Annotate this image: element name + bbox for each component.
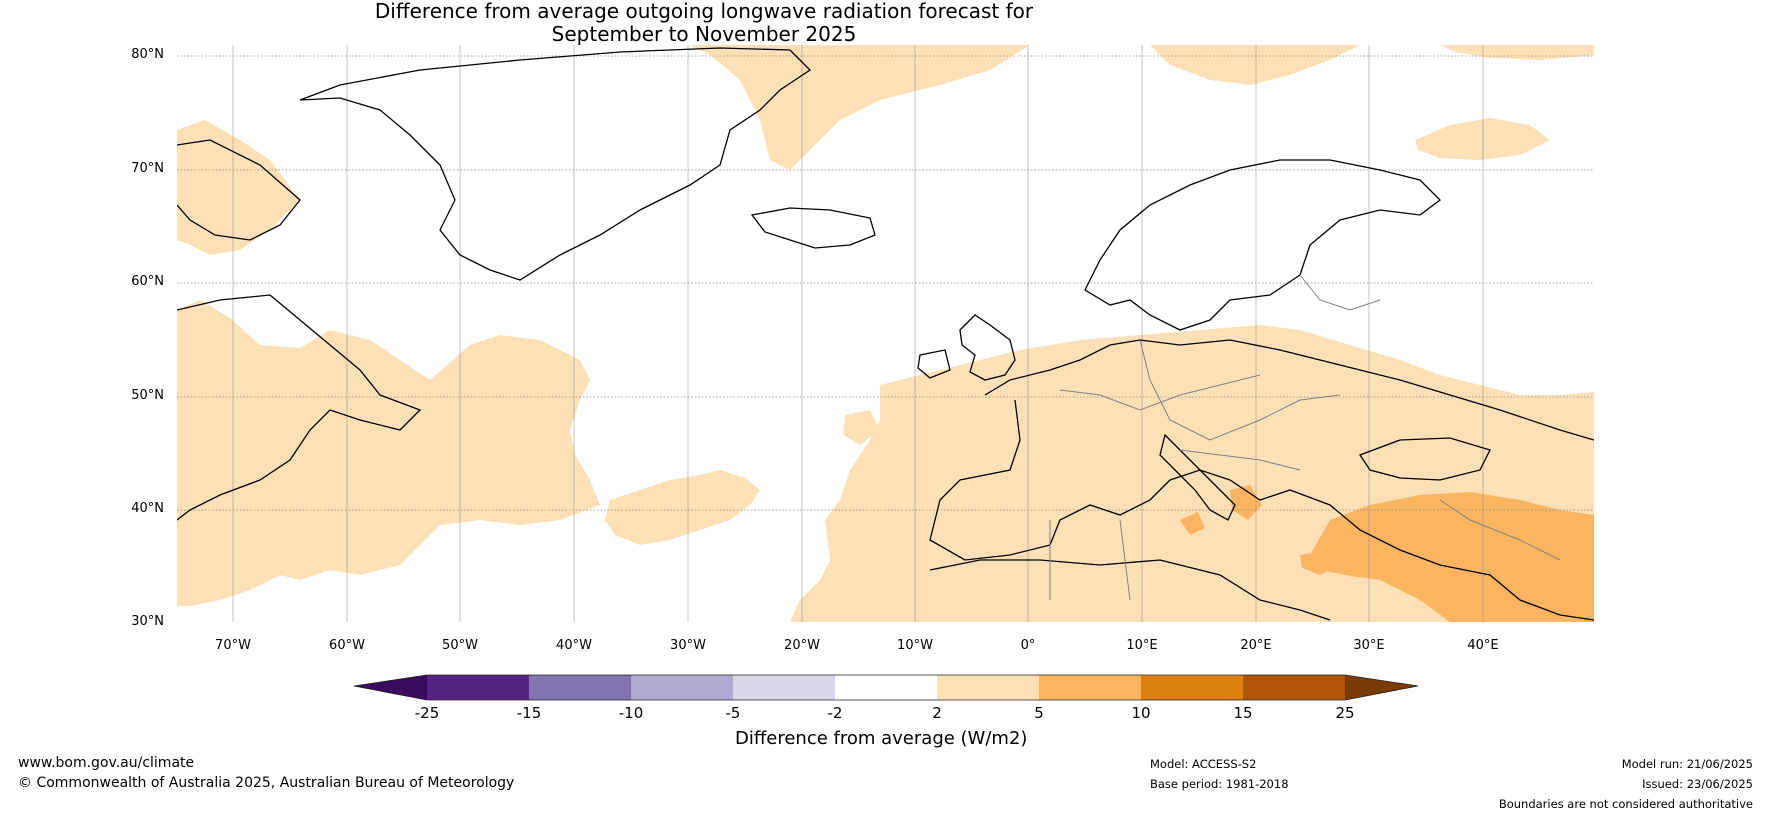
lon-label: 10°W [897, 638, 933, 653]
map-title-line1: Difference from average outgoing longwav… [374, 0, 1034, 23]
country-borders [1049, 274, 1561, 601]
colorbar-tick: 5 [1034, 704, 1044, 722]
lon-label: 10°E [1126, 638, 1158, 653]
map-title-line2: September to November 2025 [551, 22, 857, 46]
footer-base-period: Base period: 1981-2018 [1150, 777, 1289, 791]
colorbar-segment [937, 675, 1039, 700]
colorbar-segment [1039, 675, 1141, 700]
colorbar-tick: 2 [932, 704, 942, 722]
lon-label: 60°W [329, 638, 365, 653]
lon-label: 20°W [784, 638, 820, 653]
colorbar-tick: -2 [827, 704, 843, 722]
colorbar-tick: -10 [618, 704, 644, 722]
lat-label: 70°N [131, 161, 164, 176]
colorbar-segment [529, 675, 631, 700]
map-title: Difference from average outgoing longwav… [0, 0, 1408, 46]
colorbar-tick: -15 [516, 704, 542, 722]
lon-label: 20°E [1240, 638, 1272, 653]
lat-label: 60°N [131, 274, 164, 289]
footer-model-run: Model run: 21/06/2025 [1621, 757, 1753, 771]
lon-label: 30°E [1353, 638, 1385, 653]
colorbar-tick: 25 [1335, 704, 1355, 722]
lon-label: 40°W [556, 638, 592, 653]
colorbar-extend-high [1345, 675, 1418, 700]
colorbar-title-text: Difference from average (W/m2) [735, 728, 1028, 749]
colorbar-tick: 15 [1233, 704, 1253, 722]
lon-label: 70°W [215, 638, 251, 653]
colorbar-segment [733, 675, 835, 700]
footer-copyright: © Commonwealth of Australia 2025, Austra… [18, 775, 515, 791]
lon-label: 0° [1020, 638, 1036, 653]
colorbar-tick: -5 [725, 704, 741, 722]
coastlines [177, 47, 1594, 621]
lat-label: 30°N [131, 614, 164, 629]
lat-label: 40°N [131, 501, 164, 516]
colorbar-segment [427, 675, 529, 700]
footer-website: www.bom.gov.au/climate [18, 755, 195, 771]
footer-model: Model: ACCESS-S2 [1150, 757, 1257, 771]
colorbar-extend-low [354, 675, 427, 700]
footer-issued: Issued: 23/06/2025 [1642, 777, 1753, 791]
colorbar-tick: -25 [414, 704, 440, 722]
lon-label: 30°W [670, 638, 706, 653]
colorbar-segment [835, 675, 937, 700]
graticule [177, 45, 1594, 622]
lon-label: 50°W [442, 638, 478, 653]
colorbar [353, 674, 1419, 701]
footer-disclaimer: Boundaries are not considered authoritat… [1498, 797, 1753, 811]
lon-label: 40°E [1467, 638, 1499, 653]
anomaly-5-10-regions [1180, 485, 1594, 622]
colorbar-tick: 10 [1131, 704, 1151, 722]
lat-label: 50°N [131, 388, 164, 403]
lat-label: 80°N [131, 47, 164, 62]
colorbar-segment [1141, 675, 1243, 700]
colorbar-segment [631, 675, 733, 700]
colorbar-segment [1243, 675, 1345, 700]
